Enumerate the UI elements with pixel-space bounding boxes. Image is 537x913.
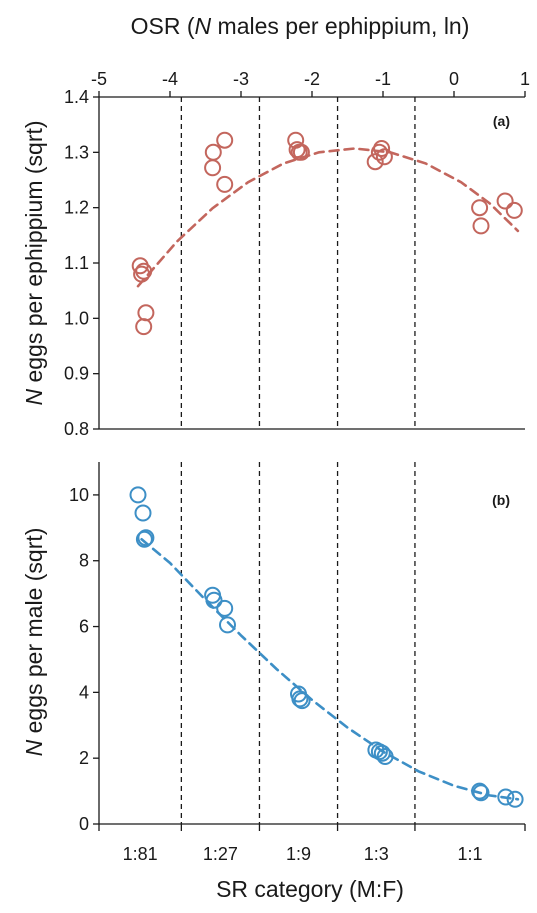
b-point [291, 690, 309, 708]
panel-a-y-axis-title-italic-n: N [21, 389, 47, 406]
a-top-x-tick-label: -4 [162, 69, 178, 89]
b-y-tick-label: 2 [79, 748, 89, 768]
a-top-x-tick-label: -3 [233, 69, 249, 89]
panel-b-y-axis-title-italic-n: N [21, 739, 47, 756]
a-y-tick-label: 1.4 [64, 87, 89, 107]
b-point [506, 790, 524, 808]
a-point [135, 262, 153, 280]
a-point [135, 318, 153, 336]
a-point [288, 141, 306, 159]
b-point [134, 504, 152, 522]
b-y-tick-label: 8 [79, 551, 89, 571]
panel-b-fit [140, 537, 520, 801]
b-x-category-label: 1:81 [123, 844, 158, 864]
a-fit-line [136, 147, 520, 288]
panel-b-category-dividers [180, 462, 416, 824]
a-point [216, 131, 234, 149]
b-x-category-label: 1:9 [286, 844, 311, 864]
b-x-category-label: 1:1 [457, 844, 482, 864]
a-y-tick-label: 1.0 [64, 308, 89, 328]
a-point [366, 153, 384, 171]
panel-b-y-axis-title-text: eggs per male (sqrt) [21, 528, 47, 740]
a-point [137, 304, 155, 322]
a-y-tick-label: 1.1 [64, 253, 89, 273]
b-y-tick-label: 6 [79, 617, 89, 637]
panel-b-points [129, 486, 524, 808]
panel-a-y-axis-title-text: eggs per ephippium (sqrt) [21, 120, 47, 388]
top-x-axis-title-italic-n: N [195, 13, 212, 39]
panel-a: 0.8 0.9 1.0 1.1 1.2 1.3 1.4-5 -4 -3 -2 -1 0 1 (a) N … [21, 69, 530, 439]
panel-a-category-dividers [180, 97, 416, 429]
a-top-x-tick-label: 1 [520, 69, 530, 89]
b-point [472, 784, 490, 802]
b-point [135, 530, 153, 548]
a-y-tick-label: 1.3 [64, 142, 89, 162]
a-point [292, 143, 310, 161]
a-point [505, 201, 523, 219]
a-point [373, 140, 391, 157]
top-x-axis-title-part-2: males per ephippium, ln) [211, 13, 469, 39]
a-top-x-tick-label: 0 [449, 69, 459, 89]
a-top-x-tick-label: -2 [304, 69, 320, 89]
b-point [137, 529, 155, 547]
b-x-category-label: 1:27 [203, 844, 238, 864]
a-point [496, 192, 514, 210]
b-point [471, 782, 489, 800]
b-point [497, 788, 515, 806]
a-top-x-tick-label: -5 [91, 69, 107, 89]
b-point [129, 486, 147, 504]
panel-b-label: (b) [492, 492, 510, 508]
b-y-tick-label: 0 [79, 814, 89, 834]
b-point [205, 591, 223, 609]
b-point [219, 616, 236, 634]
a-point [204, 159, 222, 177]
a-point [204, 143, 222, 161]
panel-a-label: (a) [493, 113, 510, 129]
panel-b-y-axis-title: N eggs per male (sqrt) [21, 528, 47, 757]
a-point [375, 148, 393, 166]
a-point [472, 217, 490, 235]
b-point [293, 692, 311, 710]
a-point [216, 175, 234, 193]
b-fit-line [140, 537, 520, 801]
a-y-tick-label: 0.8 [64, 419, 89, 439]
b-y-tick-label: 4 [79, 682, 89, 702]
b-y-tick-label: 10 [69, 485, 89, 505]
a-point [133, 265, 151, 283]
panel-b-axes: 0 2 4 6 8 10 1:81 1:27 1:9 1:3 1:1 [69, 462, 526, 864]
panel-a-points [131, 131, 523, 336]
b-point [376, 748, 394, 765]
panel-a-y-axis-title: N eggs per ephippium (sqrt) [21, 120, 47, 405]
a-top-x-tick-label: -1 [375, 69, 391, 89]
a-point [471, 199, 489, 217]
a-y-tick-label: 1.2 [64, 198, 89, 218]
b-x-category-label: 1:3 [364, 844, 389, 864]
panel-a-fit [136, 147, 520, 288]
b-point [373, 744, 391, 762]
a-y-tick-label: 0.9 [64, 364, 89, 384]
panel-b-x-axis-title: SR category (M:F) [216, 876, 404, 902]
top-x-axis-title-part-1: OSR ( [131, 13, 195, 39]
panel-b: 0 2 4 6 8 10 1:81 1:27 1:9 1:3 1:1 (b) N eggs per … [21, 462, 526, 902]
panel-a-axes: 0.8 0.9 1.0 1.1 1.2 1.3 1.4-5 -4 -3 -2 -1 0 1 [64, 69, 530, 439]
top-x-axis-title: OSR (N males per ephippium, ln) [131, 13, 470, 39]
b-point [216, 599, 234, 617]
